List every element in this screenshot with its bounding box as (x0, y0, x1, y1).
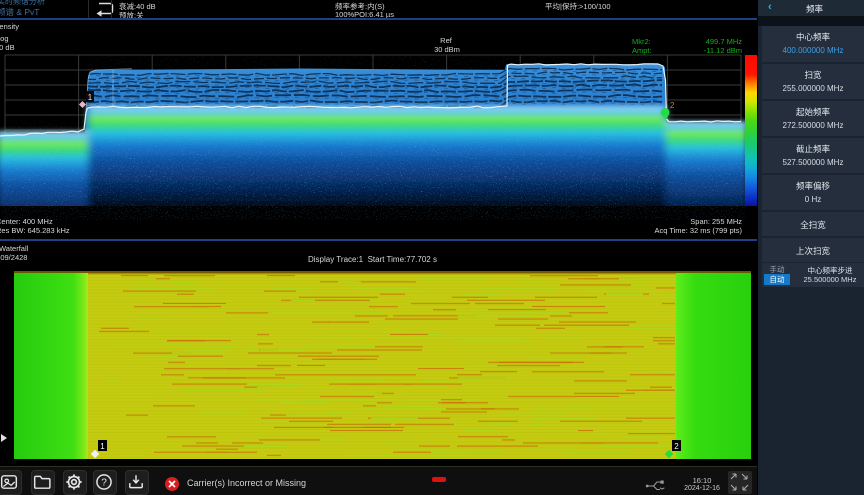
svg-text:2: 2 (670, 101, 675, 110)
svg-text:2: 2 (674, 442, 679, 451)
svg-text:?: ? (101, 477, 107, 488)
svg-text:1: 1 (88, 93, 93, 102)
svg-text:1: 1 (100, 442, 105, 451)
